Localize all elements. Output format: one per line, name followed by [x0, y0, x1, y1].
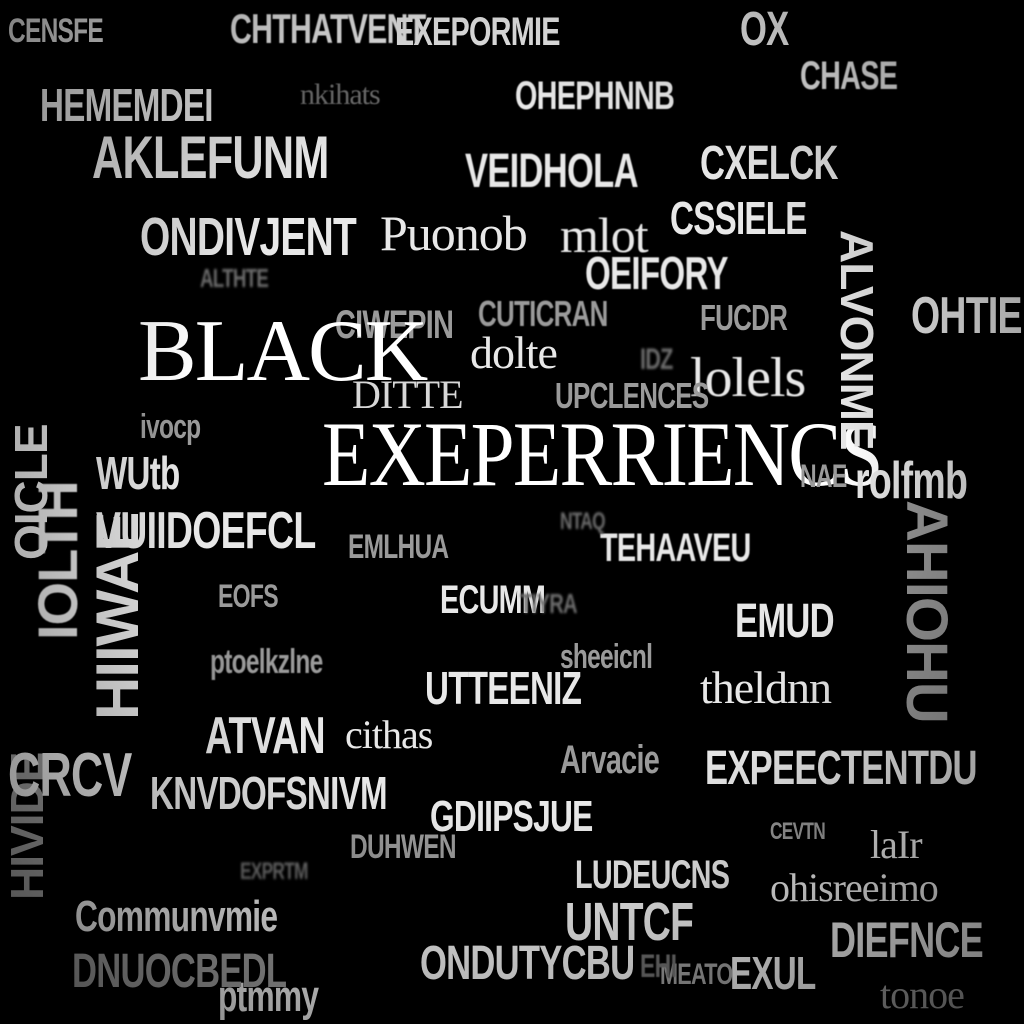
- collage-word: ONDIVJENT: [140, 207, 357, 267]
- collage-word: ohisreeimo: [770, 865, 939, 910]
- collage-word: Communvmie: [75, 892, 278, 941]
- collage-word: ATVAN: [205, 707, 326, 765]
- collage-word: dolte: [470, 327, 558, 378]
- collage-word: EXPEECTENTDU: [705, 742, 977, 795]
- collage-word: EXPRTM: [240, 858, 308, 885]
- collage-word: CEVTN: [770, 818, 826, 845]
- collage-word: OHEPHNNB: [515, 74, 675, 118]
- collage-word: OX: [740, 3, 789, 56]
- collage-word: DUHWEN: [350, 828, 457, 866]
- collage-word: OHTIE: [911, 287, 1023, 345]
- collage-word: LUDEUCNS: [575, 853, 730, 897]
- collage-word: CXELCK: [700, 137, 838, 190]
- collage-word: UTTEENIZ: [425, 662, 582, 714]
- collage-word: tonoe: [880, 972, 965, 1017]
- collage-word: EMLHUA: [348, 528, 449, 566]
- collage-word: VEIDHOLA: [465, 145, 639, 198]
- collage-word: ONDUTYCBU: [420, 937, 635, 990]
- collage-word: OEIFORY: [585, 247, 729, 299]
- collage-word: VUIIDOEFCL: [96, 502, 316, 560]
- collage-word: EXUL: [730, 947, 816, 999]
- collage-word: FUCDR: [700, 297, 788, 338]
- collage-word: EMUD: [735, 595, 835, 648]
- collage-word: DNUOCBEDL: [72, 945, 287, 998]
- hero-title-line2: EXEPERRIENCS: [322, 403, 883, 505]
- collage-word: HEMEMDEI: [40, 79, 213, 131]
- collage-word: ivocp: [140, 408, 201, 446]
- collage-word: KNVDOFSNIVM: [150, 767, 388, 819]
- collage-word: nkihats: [300, 78, 381, 111]
- collage-word: CHASE: [800, 54, 898, 98]
- collage-word: IOLTH: [26, 481, 89, 640]
- collage-word: theldnn: [700, 662, 832, 713]
- collage-word: WUtb: [96, 447, 180, 499]
- collage-word: EHI: [640, 948, 677, 984]
- collage-word: EOFS: [218, 578, 279, 614]
- collage-word: NAE: [800, 458, 847, 494]
- collage-word: ALTHTE: [200, 263, 269, 293]
- collage-word: EXEPORMIE: [395, 10, 560, 54]
- collage-word: ptoelkzlne: [210, 643, 323, 681]
- collage-word: DIEFNCE: [830, 912, 984, 968]
- collage-word: TEHAAVEU: [600, 526, 751, 570]
- collage-word: cithas: [345, 712, 433, 757]
- collage-word: CRCV: [8, 741, 132, 810]
- collage-word: TIYRA: [520, 588, 578, 619]
- collage-word: CSSIELE: [670, 192, 807, 244]
- collage-word: Puonob: [380, 205, 528, 261]
- collage-word: laIr: [870, 822, 923, 867]
- collage-word: Arvacie: [560, 738, 660, 782]
- collage-word: CENSFE: [8, 12, 104, 50]
- collage-word: NTAQ: [560, 508, 606, 535]
- collage-word: ALVONME: [831, 230, 883, 450]
- collage-word: IDZ: [640, 343, 673, 376]
- collage-word: AKLEFUNM: [92, 124, 329, 191]
- collage-word: AHIOHU: [894, 500, 959, 723]
- collage-word: rolfmb: [855, 452, 968, 510]
